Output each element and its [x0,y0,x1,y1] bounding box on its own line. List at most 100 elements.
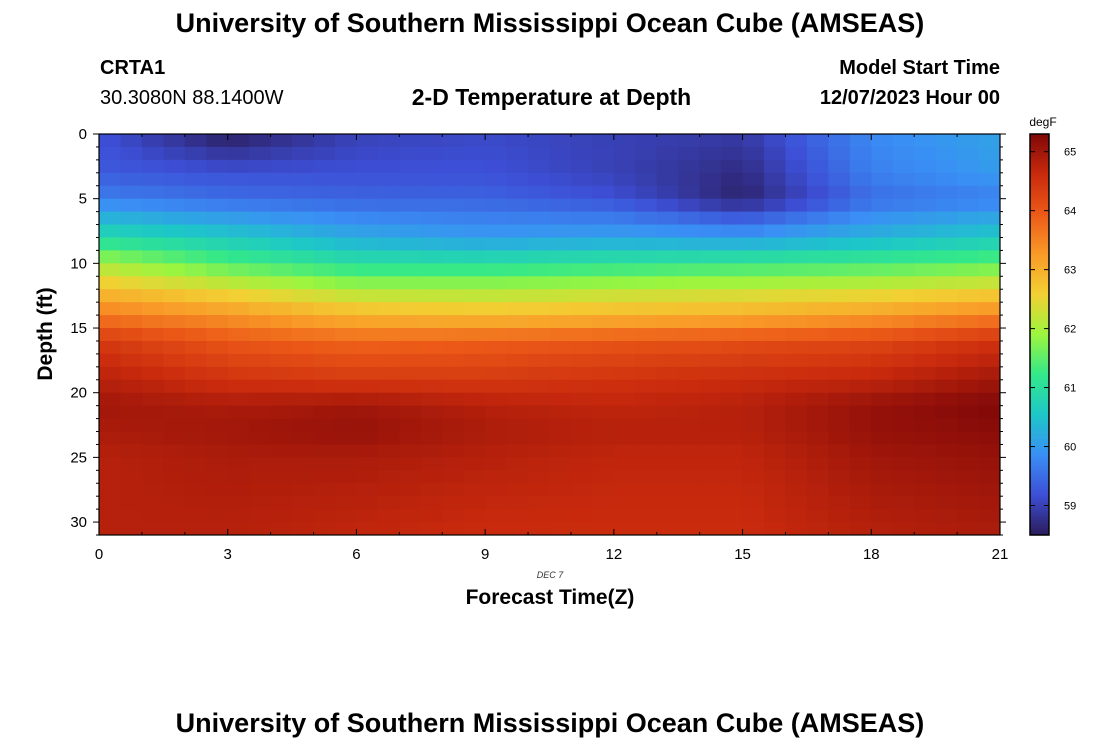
heatmap-cell [635,457,658,471]
heatmap-cell [270,224,293,239]
heatmap-cell [227,392,250,407]
heatmap-cell [485,250,508,264]
heatmap-cell [764,159,787,174]
heatmap-cell [785,224,808,239]
heatmap-cell [292,418,315,433]
heatmap-cell [420,496,443,510]
heatmap-cell [742,431,765,446]
heatmap-cell [935,392,958,407]
heatmap-cell [377,146,400,161]
heatmap-cell [399,509,422,523]
heatmap-cell [978,224,1000,239]
heatmap-cell [356,263,379,277]
heatmap-cell [227,172,250,187]
heatmap-cell [377,366,400,381]
heatmap-cell [163,405,186,420]
heatmap-cell [399,392,422,407]
heatmap-cell [249,172,272,187]
heatmap-cell [635,289,658,303]
heatmap-cell [699,353,722,368]
heatmap-cell [849,159,872,174]
heatmap-cell [528,353,551,368]
heatmap-cell [892,392,915,407]
heatmap-cell [141,392,164,407]
heatmap-cell [377,470,400,484]
heatmap-cell [785,250,808,264]
heatmap-cell [785,198,808,213]
heatmap-cell [99,509,122,523]
heatmap-cell [699,263,722,277]
heatmap-cell [506,522,529,535]
heatmap-cell [935,379,958,394]
heatmap-cell [549,224,572,239]
heatmap-cell [699,211,722,226]
heatmap-cell [120,302,143,316]
heatmap-cell [313,405,336,420]
heatmap-cell [935,483,958,497]
heatmap-cell [163,431,186,446]
heatmap-cell [356,315,379,329]
heatmap-cell [570,134,593,148]
heatmap-cell [120,366,143,381]
heatmap-cell [785,366,808,381]
heatmap-cell [463,134,486,148]
heatmap-cell [528,444,551,458]
heatmap-cell [635,470,658,484]
heatmap-cell [420,289,443,303]
y-tick-label: 30 [70,514,87,531]
heatmap-cell [292,392,315,407]
heatmap-cell [957,366,980,381]
heatmap-cell [377,457,400,471]
heatmap-cell [957,172,980,187]
heatmap-cell [656,328,679,342]
heatmap-cell [892,198,915,213]
heatmap-cell [356,392,379,407]
heatmap-cell [935,405,958,420]
heatmap-cell [806,392,829,407]
y-tick-label: 10 [70,255,87,272]
heatmap-cell [849,340,872,355]
heatmap-cell [592,470,615,484]
heatmap-cell [721,483,744,497]
heatmap-cell [99,353,122,368]
heatmap-cell [206,509,229,523]
heatmap-cell [957,483,980,497]
heatmap-cell [506,431,529,446]
heatmap-cell [270,379,293,394]
heatmap-cell [313,431,336,446]
heatmap-cell [506,340,529,355]
heatmap-cell [828,405,851,420]
heatmap-cell [313,159,336,174]
heatmap-cell [592,431,615,446]
heatmap-cell [377,418,400,433]
heatmap-cell [420,134,443,148]
heatmap-cell [420,198,443,213]
heatmap-cell [742,509,765,523]
heatmap-cell [785,522,808,535]
heatmap-cell [699,444,722,458]
heatmap-cell [120,159,143,174]
colorbar-tick-label: 64 [1064,206,1076,218]
heatmap-cell [721,405,744,420]
heatmap-cell [313,211,336,226]
heatmap-cell [871,263,894,277]
heatmap-cell [892,289,915,303]
heatmap-cell [742,224,765,239]
heatmap-cell [592,353,615,368]
heatmap-cell [184,302,207,316]
heatmap-cell [528,276,551,290]
heatmap-cell [678,185,701,200]
heatmap-cell [270,353,293,368]
heatmap-cell [420,146,443,161]
heatmap-cell [656,470,679,484]
heatmap-cell [828,340,851,355]
heatmap-cell [249,289,272,303]
heatmap-cell [420,302,443,316]
heatmap-cell [120,328,143,342]
heatmap-cell [806,483,829,497]
x-tick-label: 6 [352,546,360,563]
heatmap-cell [206,431,229,446]
heatmap-cell [442,483,465,497]
heatmap-cell [635,146,658,161]
heatmap-cell [120,457,143,471]
